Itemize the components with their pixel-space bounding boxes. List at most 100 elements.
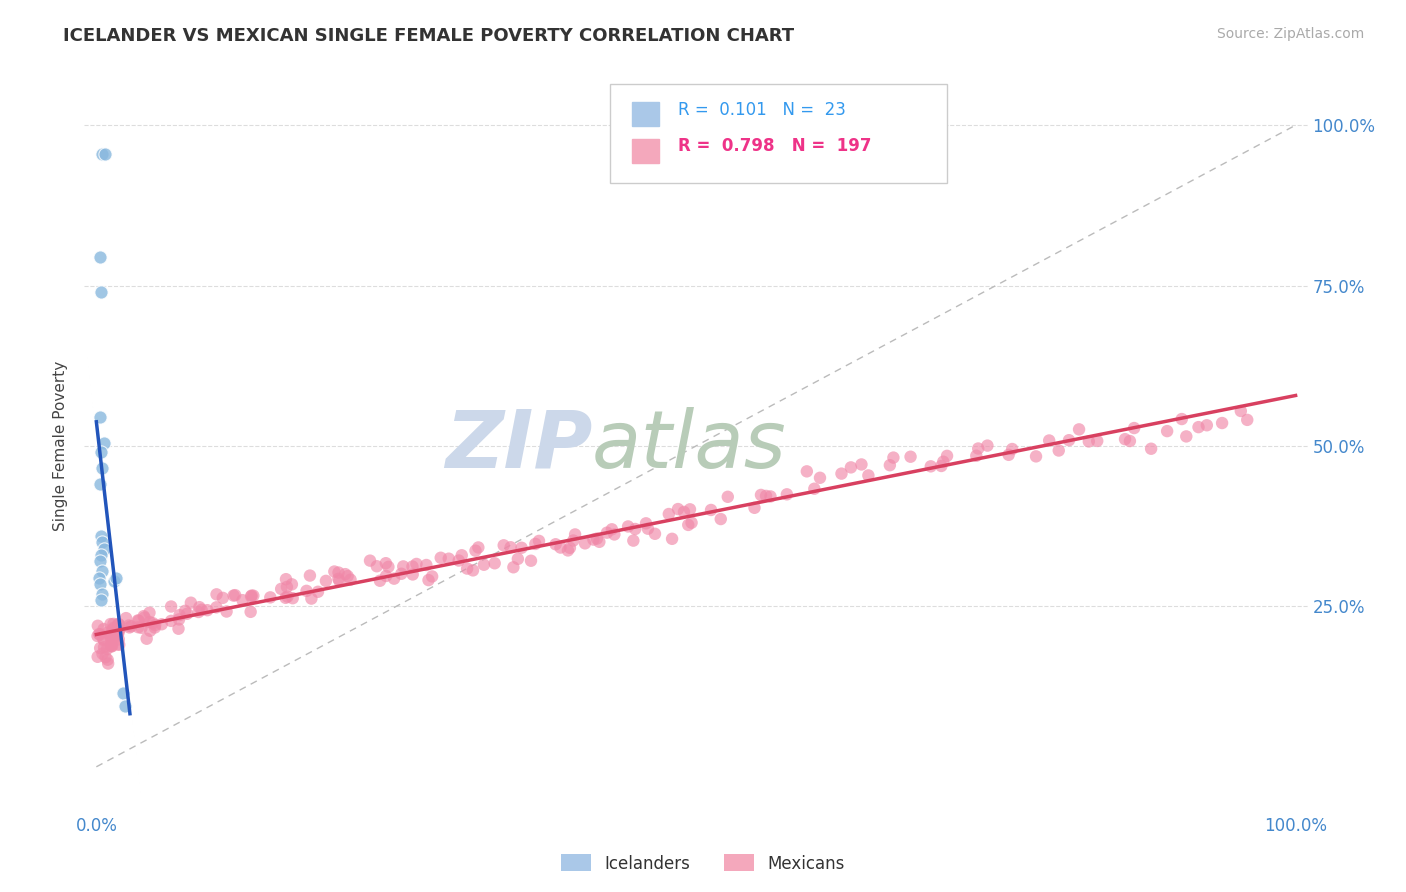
Point — [1114, 432, 1136, 446]
Point — [710, 512, 733, 526]
Point — [776, 487, 799, 501]
Point — [377, 559, 399, 574]
Point — [997, 448, 1019, 462]
Point — [180, 596, 202, 610]
Point — [93, 640, 115, 655]
Point — [114, 698, 136, 713]
Point — [90, 445, 112, 459]
Point — [115, 611, 138, 625]
Point — [520, 554, 543, 568]
Point — [307, 584, 329, 599]
Point — [118, 618, 141, 632]
Point — [108, 622, 131, 636]
Point — [661, 532, 683, 546]
Point — [93, 622, 115, 636]
Point — [90, 593, 112, 607]
Text: R =  0.798   N =  197: R = 0.798 N = 197 — [678, 137, 872, 155]
Point — [851, 458, 873, 472]
Point — [188, 600, 211, 615]
Point — [808, 471, 831, 485]
Point — [336, 569, 359, 583]
Point — [104, 570, 127, 584]
Point — [339, 573, 361, 587]
Text: ZIP: ZIP — [444, 407, 592, 485]
Point — [550, 541, 572, 555]
Point — [86, 629, 108, 643]
Point — [100, 640, 122, 654]
Point — [415, 558, 437, 572]
Point — [484, 556, 506, 570]
Point — [134, 610, 156, 624]
Point — [437, 551, 460, 566]
Point — [91, 632, 114, 646]
Point — [90, 529, 112, 543]
Point — [108, 638, 131, 652]
Point — [1067, 422, 1090, 436]
Point — [510, 541, 533, 555]
Point — [89, 410, 111, 425]
Point — [138, 615, 160, 629]
Point — [931, 458, 953, 473]
Point — [678, 517, 700, 532]
Point — [205, 600, 228, 615]
Point — [335, 567, 357, 582]
Point — [374, 556, 396, 570]
Point — [239, 605, 262, 619]
Point — [932, 455, 955, 469]
Point — [87, 619, 110, 633]
Point — [700, 503, 723, 517]
Point — [637, 522, 659, 536]
Point — [900, 450, 922, 464]
Point — [274, 591, 297, 605]
Point — [574, 536, 596, 550]
Point — [89, 627, 111, 641]
Point — [1001, 442, 1024, 456]
Point — [107, 616, 129, 631]
Point — [91, 535, 114, 549]
Legend: Icelanders, Mexicans: Icelanders, Mexicans — [555, 847, 851, 880]
Point — [222, 589, 245, 603]
Point — [276, 580, 298, 594]
Point — [143, 620, 166, 634]
Point — [1171, 412, 1194, 426]
Point — [1047, 443, 1070, 458]
Point — [965, 449, 987, 463]
Point — [679, 502, 702, 516]
Point — [91, 564, 114, 578]
Text: atlas: atlas — [592, 407, 787, 485]
Point — [104, 627, 127, 641]
Point — [418, 573, 440, 587]
Point — [1195, 418, 1218, 433]
Point — [91, 586, 114, 600]
Point — [295, 583, 318, 598]
Point — [100, 639, 122, 653]
Point — [315, 574, 337, 588]
Text: R =  0.101   N =  23: R = 0.101 N = 23 — [678, 101, 845, 119]
Point — [392, 559, 415, 574]
Point — [97, 653, 120, 667]
Point — [108, 624, 131, 638]
Point — [1156, 424, 1178, 438]
Y-axis label: Single Female Poverty: Single Female Poverty — [53, 361, 69, 531]
Point — [167, 612, 190, 626]
Point — [139, 624, 162, 638]
Point — [634, 516, 657, 531]
Point — [879, 458, 901, 473]
Point — [624, 522, 647, 536]
Point — [658, 507, 681, 521]
Point — [617, 519, 640, 533]
Point — [920, 459, 942, 474]
Point — [107, 637, 129, 651]
Point — [100, 637, 122, 651]
Point — [621, 533, 644, 548]
Point — [759, 490, 782, 504]
Point — [89, 641, 111, 656]
Point — [382, 572, 405, 586]
Point — [429, 550, 451, 565]
Point — [270, 582, 292, 596]
Point — [467, 541, 489, 555]
Point — [90, 285, 112, 299]
Point — [93, 541, 115, 556]
Point — [420, 569, 443, 583]
Point — [138, 606, 160, 620]
